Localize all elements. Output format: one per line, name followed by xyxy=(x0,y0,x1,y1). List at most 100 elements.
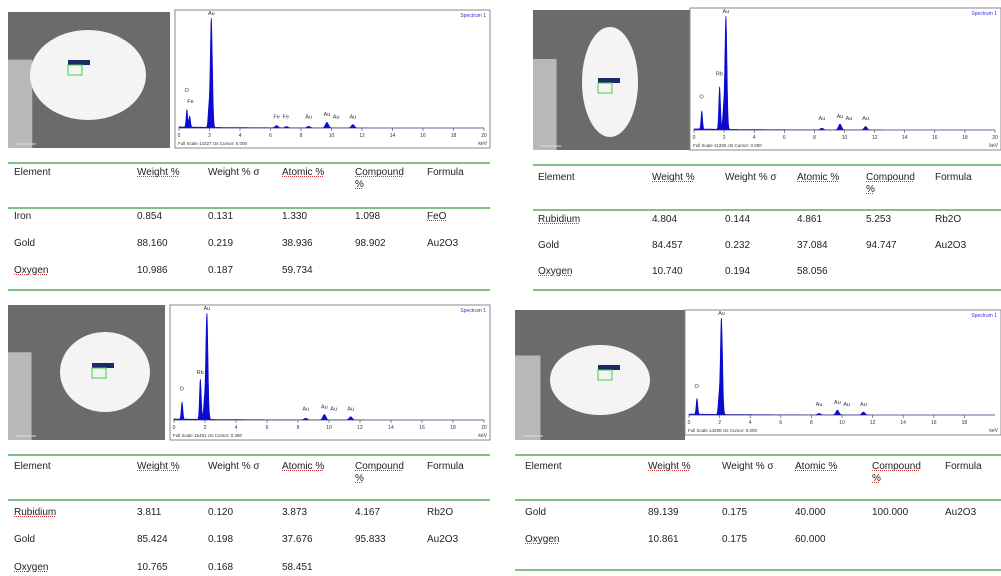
peak-label: Au xyxy=(333,114,340,120)
table-cell: Oxygen xyxy=(14,265,49,276)
spectrum-tick-label: 20 xyxy=(992,135,998,141)
table-cell: 10.740 xyxy=(652,266,683,277)
table-cell: 1.330 xyxy=(282,211,308,222)
peak-label: Au xyxy=(723,9,730,15)
table-cell: 4.861 xyxy=(797,214,823,225)
peak-label: Au xyxy=(819,116,826,122)
table-cell: Gold xyxy=(14,238,36,249)
peak-label: Au xyxy=(321,404,328,410)
table-header: Formula xyxy=(945,461,982,472)
table-cell: 0.219 xyxy=(208,238,234,249)
spectrum-tick-label: 20 xyxy=(481,133,487,139)
peak-label: O xyxy=(180,386,185,392)
table-cell: 0.131 xyxy=(208,211,234,222)
table-cell: 0.232 xyxy=(725,240,751,251)
peak-label: O xyxy=(695,384,700,390)
table-cell: Rb2O xyxy=(427,507,454,518)
sem-region xyxy=(8,352,32,440)
table-cell: 3.873 xyxy=(282,507,308,518)
table-header: Weight % σ xyxy=(722,461,774,472)
table-cell: 89.139 xyxy=(648,507,679,518)
table-cell: 38.936 xyxy=(282,238,313,249)
table-cell: 100.000 xyxy=(872,507,909,518)
peak-label: Au xyxy=(718,311,725,317)
peak-label: Au xyxy=(834,400,841,406)
table-header: Formula xyxy=(427,461,464,472)
spectrum-tick-label: 12 xyxy=(359,133,365,139)
spectrum-unit: keV xyxy=(478,433,487,439)
table-cell: Au2O3 xyxy=(945,507,977,518)
selection-label xyxy=(92,363,114,368)
table-header: Formula xyxy=(427,167,464,178)
spectrum-full-scale: Full Scale 15481 cts Cursor: 0.380 xyxy=(173,433,243,438)
table-header: Weight % xyxy=(652,172,695,183)
spectrum-tick-label: 2 xyxy=(723,135,726,141)
spectrum-tick-label: 18 xyxy=(962,135,968,141)
table-cell: 1.098 xyxy=(355,211,381,222)
spectrum-tick-label: 18 xyxy=(450,425,456,431)
spectrum-tick-label: 6 xyxy=(783,135,786,141)
spectrum-tick-label: 14 xyxy=(388,425,394,431)
table-cell: 0.120 xyxy=(208,507,234,518)
table-header: Atomic % xyxy=(797,172,840,183)
table-cell: 60.000 xyxy=(795,534,826,545)
table-cell: 37.084 xyxy=(797,240,828,251)
table-cell: 58.451 xyxy=(282,562,313,573)
selection-label xyxy=(598,365,620,370)
peak-label: Au xyxy=(305,114,312,120)
spectrum-full-scale: Full Scale 14298 cts Cursor: 0.000 xyxy=(688,428,758,433)
spectrum-frame xyxy=(689,7,1001,151)
selection-box xyxy=(91,367,107,379)
spectrum-tick-label: 10 xyxy=(329,133,335,139)
table-header: Compound % xyxy=(872,461,921,484)
table-cell: 95.833 xyxy=(355,534,386,545)
spectrum-full-scale: Full Scale 11335 cts Cursor: 0.000 xyxy=(693,143,762,148)
table-header: Weight % xyxy=(648,461,691,472)
spectrum-tick-label: 10 xyxy=(326,425,332,431)
spectrum-frame xyxy=(174,9,491,149)
table-header: Atomic % xyxy=(282,461,325,472)
table-cell: Gold xyxy=(14,534,36,545)
table-header: Atomic % xyxy=(795,461,838,472)
table-cell: 0.854 xyxy=(137,211,163,222)
peak-label: Au xyxy=(330,407,337,413)
table-cell: 0.175 xyxy=(722,507,748,518)
spectrum-tick-label: 6 xyxy=(266,425,269,431)
table-cell: Oxygen xyxy=(525,534,560,545)
spectrum-tick-label: 16 xyxy=(419,425,425,431)
sem-region xyxy=(8,59,33,148)
spectrum-tick-label: 2 xyxy=(208,133,211,139)
table-cell: 4.804 xyxy=(652,214,678,225)
table-cell: 59.734 xyxy=(282,265,313,276)
spectrum-unit: keV xyxy=(989,143,998,149)
table-cell: 10.861 xyxy=(648,534,679,545)
spectrum-tick-label: 8 xyxy=(813,135,816,141)
spectrum-tick-label: 4 xyxy=(749,420,752,426)
spectrum-tick-label: 16 xyxy=(932,135,938,141)
table-cell: 0.187 xyxy=(208,265,234,276)
peak-label: Au xyxy=(324,112,331,118)
spectrum-tick-label: 6 xyxy=(269,133,272,139)
spectrum-tick-label: 20 xyxy=(481,425,487,431)
table-cell: Au2O3 xyxy=(427,534,459,545)
peak-label: Au xyxy=(302,407,309,413)
table-cell: Gold xyxy=(525,507,547,518)
table-cell: 94.747 xyxy=(866,240,897,251)
table-header: Element xyxy=(14,461,51,472)
table-cell: 0.175 xyxy=(722,534,748,545)
sem-region xyxy=(533,59,557,150)
spectrum-tick-label: 0 xyxy=(173,425,176,431)
table-header: Element xyxy=(538,172,575,183)
selection-box xyxy=(597,369,613,381)
table-cell: 5.253 xyxy=(866,214,892,225)
table-header: Element xyxy=(14,167,51,178)
table-cell: Au2O3 xyxy=(427,238,459,249)
spectrum-tick-label: 16 xyxy=(420,133,426,139)
table-header: Weight % xyxy=(137,167,180,178)
peak-label: Au xyxy=(837,114,844,120)
spectrum-tick-label: 0 xyxy=(178,133,181,139)
table-header: Weight % σ xyxy=(208,167,260,178)
peak-label: Au xyxy=(347,407,354,413)
table-cell: 98.902 xyxy=(355,238,386,249)
